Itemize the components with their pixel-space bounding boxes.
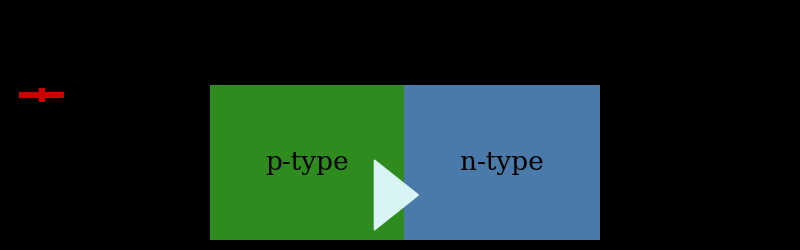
Polygon shape	[374, 160, 418, 230]
Bar	[210, 85, 404, 240]
Bar	[404, 85, 600, 240]
Text: n-type: n-type	[460, 150, 544, 175]
Text: p-type: p-type	[265, 150, 349, 175]
